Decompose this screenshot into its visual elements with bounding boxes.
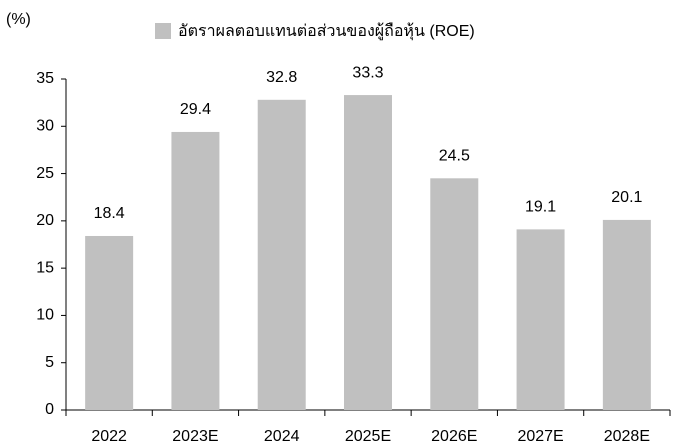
x-tick-label: 2024 [264, 428, 300, 445]
y-tick-label: 30 [36, 118, 54, 135]
y-tick-label: 15 [36, 259, 54, 276]
bar [430, 178, 479, 410]
data-label: 33.3 [352, 64, 383, 81]
y-tick-label: 25 [36, 165, 54, 182]
x-tick-label: 2025E [345, 428, 391, 445]
bar [344, 95, 392, 410]
x-tick-label: 2026E [431, 428, 477, 445]
x-tick-label: 2023E [172, 428, 218, 445]
y-tick-label: 20 [36, 212, 54, 229]
bar [85, 235, 134, 410]
y-tick-label: 0 [45, 401, 54, 418]
y-tick-label: 5 [45, 354, 54, 371]
x-tick-label: 2027E [517, 428, 563, 445]
data-label: 32.8 [266, 69, 297, 86]
y-tick-label: 10 [36, 307, 54, 324]
data-label: 24.5 [439, 148, 470, 165]
y-tick-label: 35 [36, 70, 54, 87]
x-tick-label: 2022 [91, 428, 127, 445]
data-label: 20.1 [611, 189, 642, 206]
bar [602, 219, 651, 410]
data-label: 29.4 [180, 101, 211, 118]
legend-label: อัตราผลตอบแทนต่อส่วนของผู้ถือหุ้น (ROE) [178, 22, 475, 41]
bar [516, 229, 565, 410]
bar [171, 131, 220, 410]
x-tick-label: 2028E [604, 428, 650, 445]
data-label: 18.4 [94, 205, 125, 222]
legend-swatch [155, 23, 171, 39]
y-axis-label: (%) [6, 11, 31, 28]
bar [257, 99, 306, 410]
data-label: 19.1 [525, 199, 556, 216]
